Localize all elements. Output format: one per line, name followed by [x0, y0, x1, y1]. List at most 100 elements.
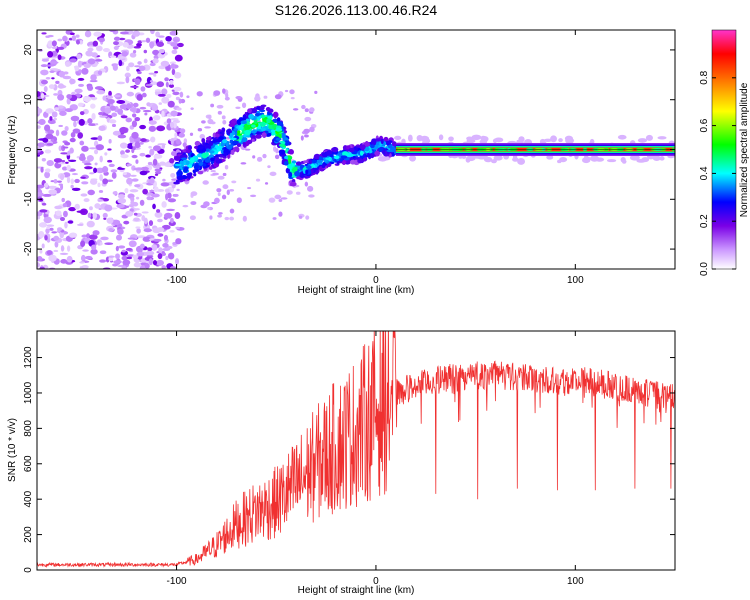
ridge-blob — [296, 165, 301, 170]
noise-blob — [131, 131, 139, 139]
x-tick-label: 0 — [373, 576, 379, 587]
ridge-blob — [288, 149, 294, 155]
noise-blob — [377, 156, 388, 162]
noise-blob — [81, 234, 88, 238]
noise-blob — [166, 208, 176, 212]
noise-blob — [37, 192, 44, 197]
noise-blob — [157, 218, 163, 223]
noise-blob — [158, 48, 165, 54]
noise-blob — [122, 41, 129, 48]
noise-blob — [95, 144, 105, 151]
noise-blob — [139, 170, 148, 176]
noise-blob — [102, 95, 107, 101]
ridge-blob — [383, 136, 389, 142]
colorbar-tick-label: 0.8 — [699, 70, 710, 84]
noise-blob — [448, 136, 454, 142]
noise-blob — [80, 193, 88, 197]
noise-blob — [98, 37, 106, 43]
ridge-blob — [370, 139, 377, 145]
noise-blob — [53, 249, 59, 253]
noise-blob — [97, 199, 104, 202]
noise-blob — [41, 32, 47, 35]
ridge-blob — [336, 160, 340, 165]
noise-blob — [135, 226, 141, 229]
ridge-blob — [246, 139, 253, 145]
noise-blob — [43, 86, 48, 92]
noise-blob — [67, 220, 74, 224]
noise-blob — [207, 207, 211, 210]
noise-blob — [92, 212, 98, 220]
noise-blob — [61, 130, 68, 136]
noise-blob — [133, 262, 142, 268]
noise-blob — [103, 217, 107, 220]
noise-blob — [170, 217, 174, 224]
ridge-blob — [316, 159, 323, 164]
noise-blob — [152, 158, 158, 166]
ridge-blob — [275, 127, 283, 132]
ridge-blob — [325, 157, 333, 160]
noise-blob — [167, 198, 177, 203]
ridge-blob — [321, 163, 326, 169]
noise-blob — [125, 117, 133, 123]
noise-blob — [203, 201, 210, 207]
y-tick-label: 800 — [23, 420, 34, 437]
noise-blob — [57, 54, 62, 61]
noise-blob — [154, 71, 159, 74]
ridge-blob — [202, 141, 206, 147]
snr-plot-area — [37, 331, 675, 568]
noise-blob — [129, 174, 137, 177]
noise-blob — [93, 31, 102, 37]
noise-blob — [111, 172, 117, 179]
noise-blob — [169, 230, 175, 233]
ridge-blob — [288, 158, 292, 164]
noise-blob — [75, 34, 80, 38]
noise-blob — [40, 64, 48, 68]
ridge-blob — [268, 108, 274, 113]
ridge-blob — [233, 128, 239, 131]
noise-blob — [139, 106, 147, 110]
noise-blob — [179, 128, 186, 134]
noise-blob — [45, 108, 54, 114]
noise-blob — [89, 172, 95, 175]
noise-blob — [175, 238, 182, 245]
noise-blob — [133, 167, 142, 171]
noise-blob — [51, 46, 58, 50]
noise-blob — [274, 94, 282, 100]
colorbar-tick-label: 0.0 — [699, 262, 710, 276]
ridge-blob — [342, 151, 349, 157]
noise-blob — [292, 108, 299, 111]
noise-blob — [116, 81, 125, 85]
noise-blob — [86, 233, 91, 239]
noise-blob — [91, 244, 97, 251]
noise-blob — [44, 168, 51, 173]
spectrogram-x-label: Height of straight line (km) — [298, 285, 415, 296]
noise-blob — [108, 90, 112, 97]
noise-blob — [96, 89, 106, 95]
noise-blob — [128, 204, 135, 208]
noise-blob — [157, 93, 166, 97]
noise-blob — [64, 141, 71, 146]
noise-blob — [123, 220, 130, 225]
noise-blob — [121, 265, 127, 269]
noise-blob — [41, 158, 46, 162]
noise-blob — [231, 180, 237, 184]
noise-blob — [309, 126, 315, 133]
noise-blob — [160, 60, 170, 67]
noise-blob — [134, 208, 140, 211]
noise-blob — [136, 94, 143, 101]
noise-blob — [164, 77, 169, 82]
noise-blob — [149, 148, 155, 156]
spectrogram-y-label: Frequency (Hz) — [7, 116, 18, 185]
noise-blob — [161, 96, 170, 104]
noise-blob — [136, 42, 142, 47]
noise-blob — [210, 169, 216, 173]
noise-blob — [107, 98, 115, 105]
noise-blob — [53, 93, 59, 96]
noise-blob — [74, 178, 80, 184]
ridge-blob — [241, 136, 248, 143]
noise-blob — [46, 143, 54, 146]
ridge-blob — [285, 167, 290, 174]
noise-blob — [268, 197, 276, 203]
noise-blob — [79, 111, 85, 116]
noise-blob — [64, 221, 68, 229]
